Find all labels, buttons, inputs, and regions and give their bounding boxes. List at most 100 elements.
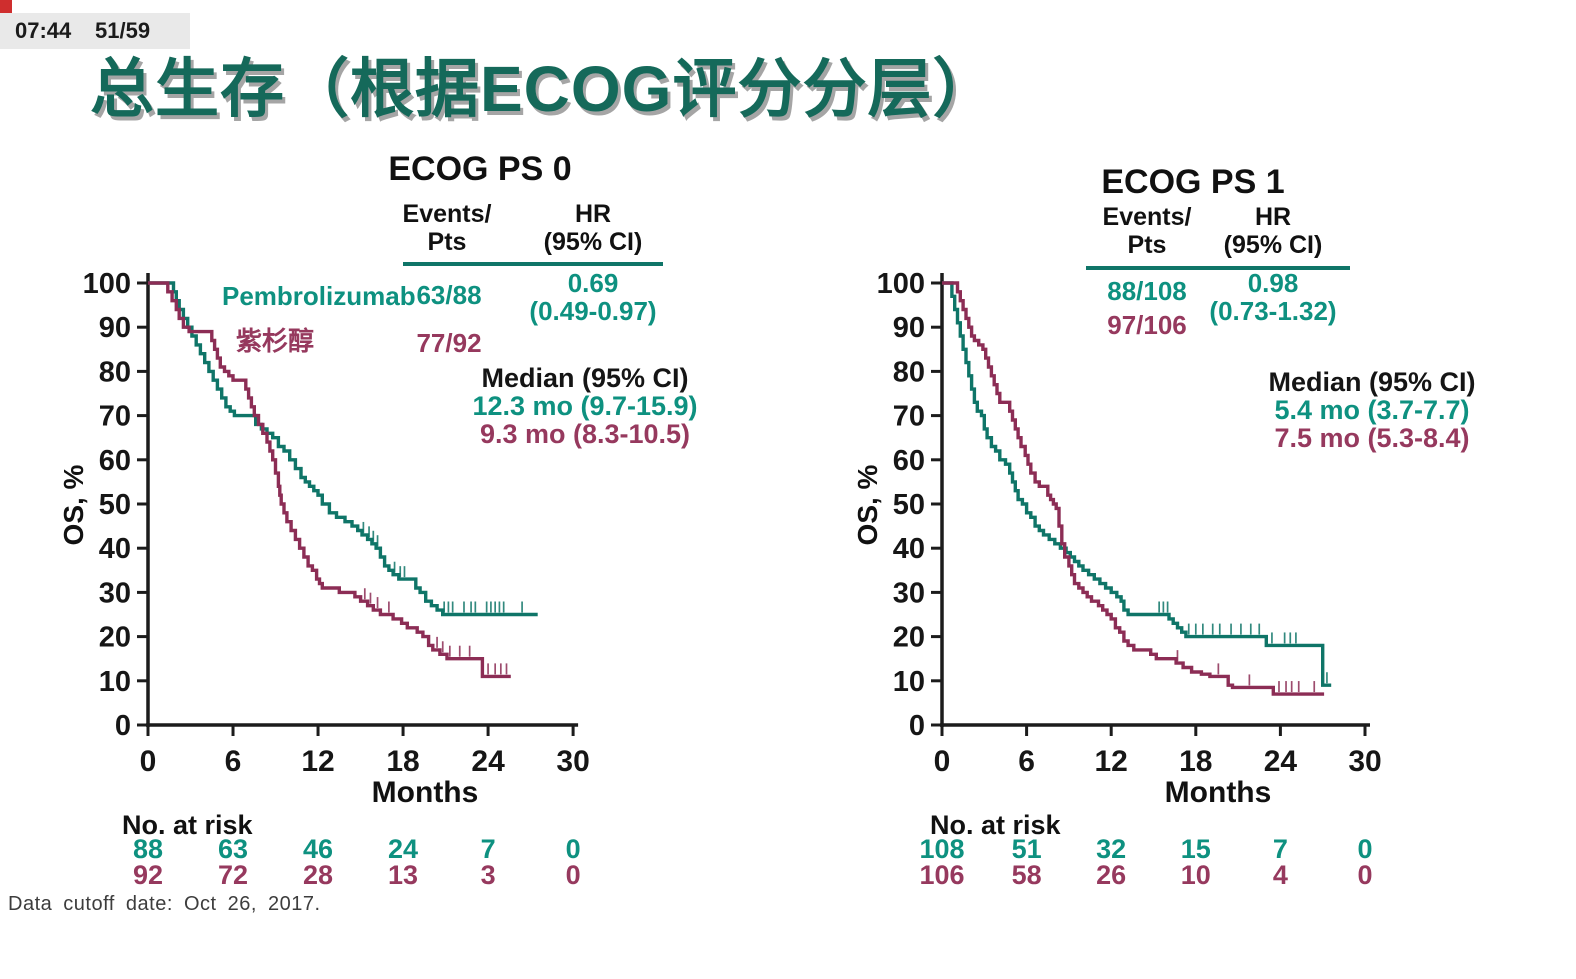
median-header: Median (95% CI) [481, 363, 689, 393]
playback-time: 07:44 [15, 18, 72, 43]
table-rule [1086, 266, 1350, 270]
at-risk-value: 46 [303, 834, 334, 864]
at-risk-value: 0 [1357, 860, 1373, 890]
y-tick-label: 20 [893, 622, 925, 654]
y-tick-label: 20 [99, 622, 131, 654]
table-rule [403, 262, 663, 266]
hr-value: 0.98 (0.73-1.32) [1209, 268, 1337, 326]
data-cutoff-footnote: Data cutoff date: Oct 26, 2017. [8, 893, 321, 915]
at-risk-value: 7 [1272, 834, 1288, 864]
km-plot-1: 0 10 20 30 40 50 60 70 80 90 100 0 6 12 18 24 30 [877, 268, 1382, 778]
y-tick-label: 70 [893, 401, 925, 433]
legend-pembrolizumab: Pembrolizumab [222, 281, 416, 311]
x-tick-label: 0 [140, 745, 157, 778]
km-plot-0: 0 10 20 30 40 50 60 70 80 90 100 0 6 12 18 24 30 [83, 268, 590, 778]
y-tick-label: 60 [99, 445, 131, 477]
km-curve-pembrolizumab [148, 281, 538, 617]
chart-title-ecog-ps-0: ECOG PS 0 [388, 150, 572, 188]
y-tick-label: 0 [115, 710, 131, 742]
median-paclitaxel: 9.3 mo (8.3-10.5) [479, 419, 691, 449]
at-risk-value: 7 [480, 834, 496, 864]
km-curve-paclitaxel [148, 281, 511, 679]
y-tick-label: 40 [893, 533, 925, 565]
at-risk-value: 0 [565, 860, 581, 890]
y-tick-label: 70 [99, 401, 131, 433]
y-tick-label: 90 [99, 312, 131, 344]
at-risk-value: 3 [480, 860, 496, 890]
y-tick-label: 10 [893, 666, 925, 698]
x-tick-label: 12 [301, 745, 334, 778]
y-tick-label: 80 [99, 356, 131, 388]
x-tick-label: 24 [471, 745, 505, 778]
legend-paclitaxel: 紫杉醇 [236, 326, 315, 356]
median-paclitaxel: 7.5 mo (5.3-8.4) [1274, 423, 1470, 453]
x-tick-label: 30 [1348, 745, 1381, 778]
at-risk-value: 58 [1011, 860, 1042, 890]
at-risk-value: 15 [1180, 834, 1211, 864]
slide-counter: 51/59 [95, 18, 151, 43]
y-tick-label: 30 [893, 577, 925, 609]
column-header-hr: HR (95% CI) [543, 200, 643, 256]
at-risk-value: 51 [1011, 834, 1042, 864]
x-axis-title: Months [371, 776, 479, 809]
at-risk-value: 4 [1272, 860, 1288, 890]
column-header-hr: HR (95% CI) [1223, 203, 1323, 259]
events-pts-paclitaxel: 77/92 [416, 328, 482, 358]
median-block: Median (95% CI) 12.3 mo (9.7-15.9) 9.3 m… [472, 364, 697, 448]
y-tick-label: 10 [99, 666, 131, 698]
y-tick-label: 80 [893, 356, 925, 388]
at-risk-value: 63 [217, 834, 249, 864]
column-header-events-pts: Events/ Pts [1102, 203, 1192, 259]
at-risk-value: 108 [919, 834, 965, 864]
y-tick-label: 40 [99, 533, 131, 565]
column-header-events-pts: Events/ Pts [402, 200, 492, 256]
page-title: 总生存（根据ECOG评分分层） [90, 53, 998, 125]
median-header: Median (95% CI) [1268, 367, 1476, 397]
y-tick-label: 30 [99, 577, 131, 609]
x-tick-label: 18 [386, 745, 419, 778]
events-pts-pembrolizumab: 63/88 [416, 280, 482, 310]
x-tick-label: 6 [225, 745, 242, 778]
km-curve-paclitaxel [942, 281, 1325, 696]
at-risk-value: 32 [1096, 834, 1127, 864]
y-tick-label: 50 [893, 489, 925, 521]
x-tick-label: 30 [556, 745, 589, 778]
median-pembrolizumab: 12.3 mo (9.7-15.9) [472, 391, 698, 421]
y-tick-label: 60 [893, 445, 925, 477]
hr-value: 0.69 (0.49-0.97) [529, 268, 657, 326]
at-risk-value: 0 [1357, 834, 1373, 864]
y-tick-label: 0 [909, 710, 925, 742]
video-timestamp-overlay: 07:44 51/59 [0, 13, 190, 49]
x-tick-label: 18 [1179, 745, 1212, 778]
at-risk-label: No. at risk [122, 810, 253, 840]
x-tick-label: 24 [1264, 745, 1298, 778]
at-risk-value: 72 [217, 860, 249, 890]
y-tick-label: 90 [893, 312, 925, 344]
at-risk-value: 10 [1180, 860, 1211, 890]
at-risk-value: 24 [388, 834, 419, 864]
at-risk-value: 26 [1096, 860, 1127, 890]
events-pts-pembrolizumab: 88/108 [1107, 276, 1187, 306]
y-tick-label: 100 [877, 268, 925, 300]
chart-title-ecog-ps-1: ECOG PS 1 [1101, 163, 1285, 201]
x-tick-label: 12 [1095, 745, 1128, 778]
median-block: Median (95% CI) 5.4 mo (3.7-7.7) 7.5 mo … [1268, 368, 1475, 452]
at-risk-value: 92 [132, 860, 164, 890]
events-pts-paclitaxel: 97/106 [1107, 310, 1187, 340]
median-pembrolizumab: 5.4 mo (3.7-7.7) [1274, 395, 1470, 425]
y-tick-label: 100 [83, 268, 131, 300]
y-tick-label: 50 [99, 489, 131, 521]
at-risk-value: 13 [388, 860, 419, 890]
km-curve-pembrolizumab [942, 281, 1332, 687]
at-risk-value: 106 [919, 860, 965, 890]
at-risk-value: 28 [303, 860, 334, 890]
at-risk-value: 0 [565, 834, 581, 864]
at-risk-label: No. at risk [930, 810, 1061, 840]
x-axis-title: Months [1164, 776, 1272, 809]
at-risk-value: 88 [132, 834, 164, 864]
record-indicator [0, 0, 12, 13]
x-tick-label: 6 [1018, 745, 1035, 778]
